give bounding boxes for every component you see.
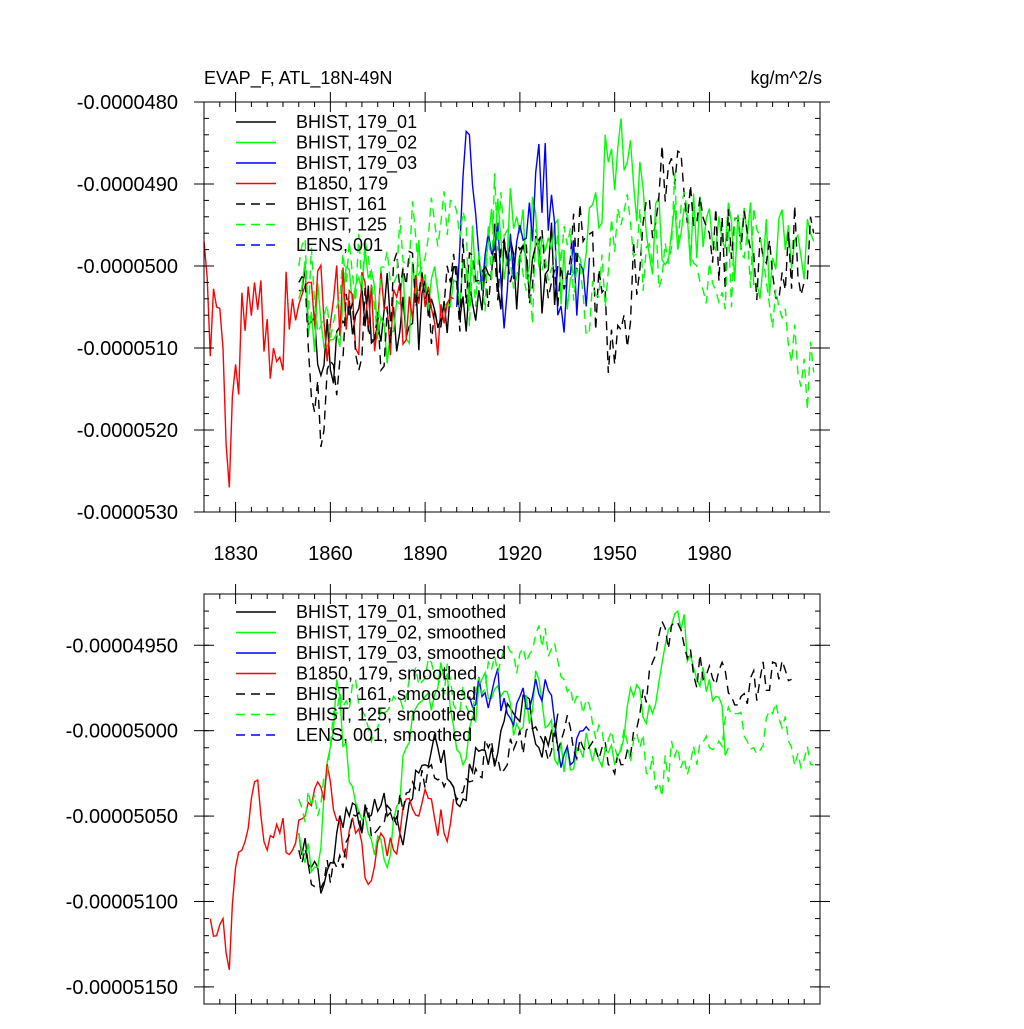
top-panel-title: EVAP_F, ATL_18N-49N [204, 68, 392, 89]
top-y-tick-label: -0.0000490 [77, 174, 178, 196]
bottom-series-line-3 [468, 668, 590, 768]
top-x-tick-label: 1890 [403, 543, 448, 565]
bottom-series-line-6 [298, 625, 814, 823]
bottom-legend-label: LENS, 001, smoothed [296, 725, 472, 745]
bottom-series-line-5 [298, 619, 792, 890]
top-legend-label: LENS, 001 [296, 235, 383, 255]
top-panel-series-group [204, 118, 815, 488]
top-y-tick-label: -0.0000520 [77, 420, 178, 442]
top-y-tick-label: -0.0000480 [77, 92, 178, 114]
top-legend-label: BHIST, 179_03 [296, 153, 417, 174]
top-x-tick-label: 1830 [213, 543, 258, 565]
bottom-legend-label: BHIST, 161, smoothed [296, 684, 476, 704]
bottom-series-line-4 [209, 763, 455, 970]
bottom-legend-label: B1850, 179, smoothed [296, 664, 477, 684]
top-legend-label: B1850, 179 [296, 174, 388, 194]
top-series-line-5 [298, 145, 815, 448]
top-panel: EVAP_F, ATL_18N-49N kg/m^2/s 1830 1860 189… [77, 68, 830, 565]
bottom-legend-label: BHIST, 179_01, smoothed [296, 602, 506, 623]
bottom-series-line-2 [298, 609, 730, 874]
bottom-panel: -0.00004950 -0.00005000 -0.00005050 -0.0000… [66, 584, 830, 1014]
top-y-tick-label: -0.0000500 [77, 256, 178, 278]
top-panel-frame [203, 101, 821, 513]
bottom-legend-label: BHIST, 179_03, smoothed [296, 643, 506, 664]
bottom-y-tick-label: -0.00005150 [66, 977, 178, 999]
top-legend-label: BHIST, 179_01 [296, 112, 417, 133]
top-panel-units: kg/m^2/s [751, 68, 822, 88]
bottom-y-tick-label: -0.00005050 [66, 806, 178, 828]
top-legend-label: BHIST, 161 [296, 194, 387, 214]
bottom-y-tick-label: -0.00005100 [66, 892, 178, 914]
top-x-tick-label: 1950 [592, 543, 637, 565]
bottom-y-tick-label: -0.00005000 [66, 721, 178, 743]
bottom-legend-label: BHIST, 125, smoothed [296, 705, 476, 725]
bottom-legend-label: BHIST, 179_02, smoothed [296, 623, 506, 644]
top-y-tick-label: -0.0000530 [77, 502, 178, 524]
bottom-y-tick-label: -0.00004950 [66, 635, 178, 657]
top-legend-label: BHIST, 179_02 [296, 133, 417, 154]
top-y-tick-label: -0.0000510 [77, 338, 178, 360]
top-x-tick-label: 1860 [308, 543, 353, 565]
top-legend-label: BHIST, 125 [296, 215, 387, 235]
bottom-panel-series-group [209, 609, 814, 970]
top-series-line-4 [204, 241, 454, 488]
top-x-tick-label: 1980 [687, 543, 732, 565]
bottom-panel-ticks: -0.00004950 -0.00005000 -0.00005050 -0.0000… [66, 584, 830, 1014]
top-panel-ticks: 1830 1860 1890 1920 1950 1980 -0.0000480 -0.000… [77, 92, 830, 565]
top-x-tick-label: 1920 [498, 543, 543, 565]
